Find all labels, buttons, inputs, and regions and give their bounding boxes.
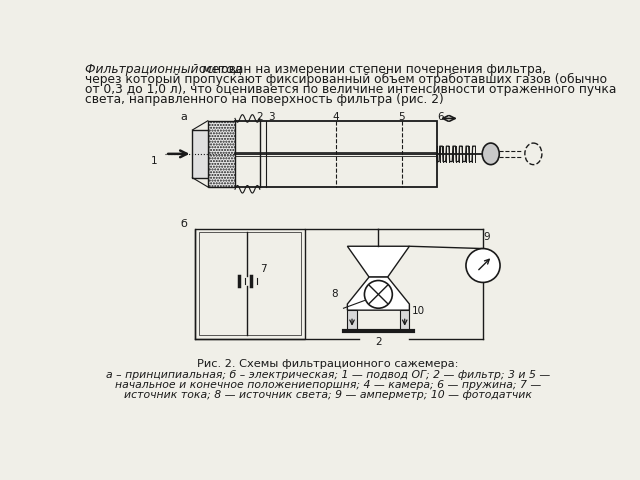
Text: 3: 3 (268, 111, 275, 121)
Text: основан на измерении степени почернения фильтра,: основан на измерении степени почернения … (195, 63, 546, 76)
Text: начальное и конечное положениепоршня; 4 — камера; 6 — пружина; 7 —: начальное и конечное положениепоршня; 4 … (115, 380, 541, 390)
Ellipse shape (482, 143, 499, 165)
Circle shape (364, 280, 392, 308)
Text: света, направленного на поверхность фильтра (рис. 2): света, направленного на поверхность филь… (85, 93, 444, 106)
Text: 7: 7 (260, 264, 268, 274)
Text: 1: 1 (151, 156, 157, 166)
Text: 2: 2 (375, 337, 381, 347)
Bar (195, 228, 305, 339)
Text: 4: 4 (332, 111, 339, 121)
Circle shape (466, 249, 500, 282)
Bar (348, 310, 356, 331)
Bar (193, 130, 208, 178)
Text: Фильтрационный метод: Фильтрационный метод (85, 63, 243, 76)
Bar (208, 121, 235, 187)
Text: источник тока; 8 — источник света; 9 — амперметр; 10 — фотодатчик: источник тока; 8 — источник света; 9 — а… (124, 390, 532, 400)
Text: 9: 9 (484, 232, 490, 242)
Text: 2: 2 (257, 111, 263, 121)
Text: 5: 5 (398, 111, 405, 121)
Text: 6: 6 (437, 111, 444, 121)
Bar (198, 232, 301, 335)
Text: а – принципиальная; б – электрическая; 1 — подвод ОГ; 2 — фильтр; 3 и 5 —: а – принципиальная; б – электрическая; 1… (106, 370, 550, 380)
Polygon shape (348, 246, 410, 277)
Text: а: а (180, 111, 188, 121)
Text: Рис. 2. Схемы фильтрационного сажемера:: Рис. 2. Схемы фильтрационного сажемера: (197, 360, 459, 370)
Text: б: б (180, 219, 188, 229)
Text: 10: 10 (412, 306, 425, 315)
Polygon shape (348, 277, 410, 310)
Bar (235, 121, 436, 187)
Text: 8: 8 (332, 289, 338, 300)
Bar (400, 310, 410, 331)
Text: от 0,3 до 1,0 л), что оценивается по величине интенсивности отраженного пучка: от 0,3 до 1,0 л), что оценивается по вел… (85, 83, 617, 96)
Text: через который пропускают фиксированный объем отработавших газов (обычно: через который пропускают фиксированный о… (85, 73, 607, 86)
